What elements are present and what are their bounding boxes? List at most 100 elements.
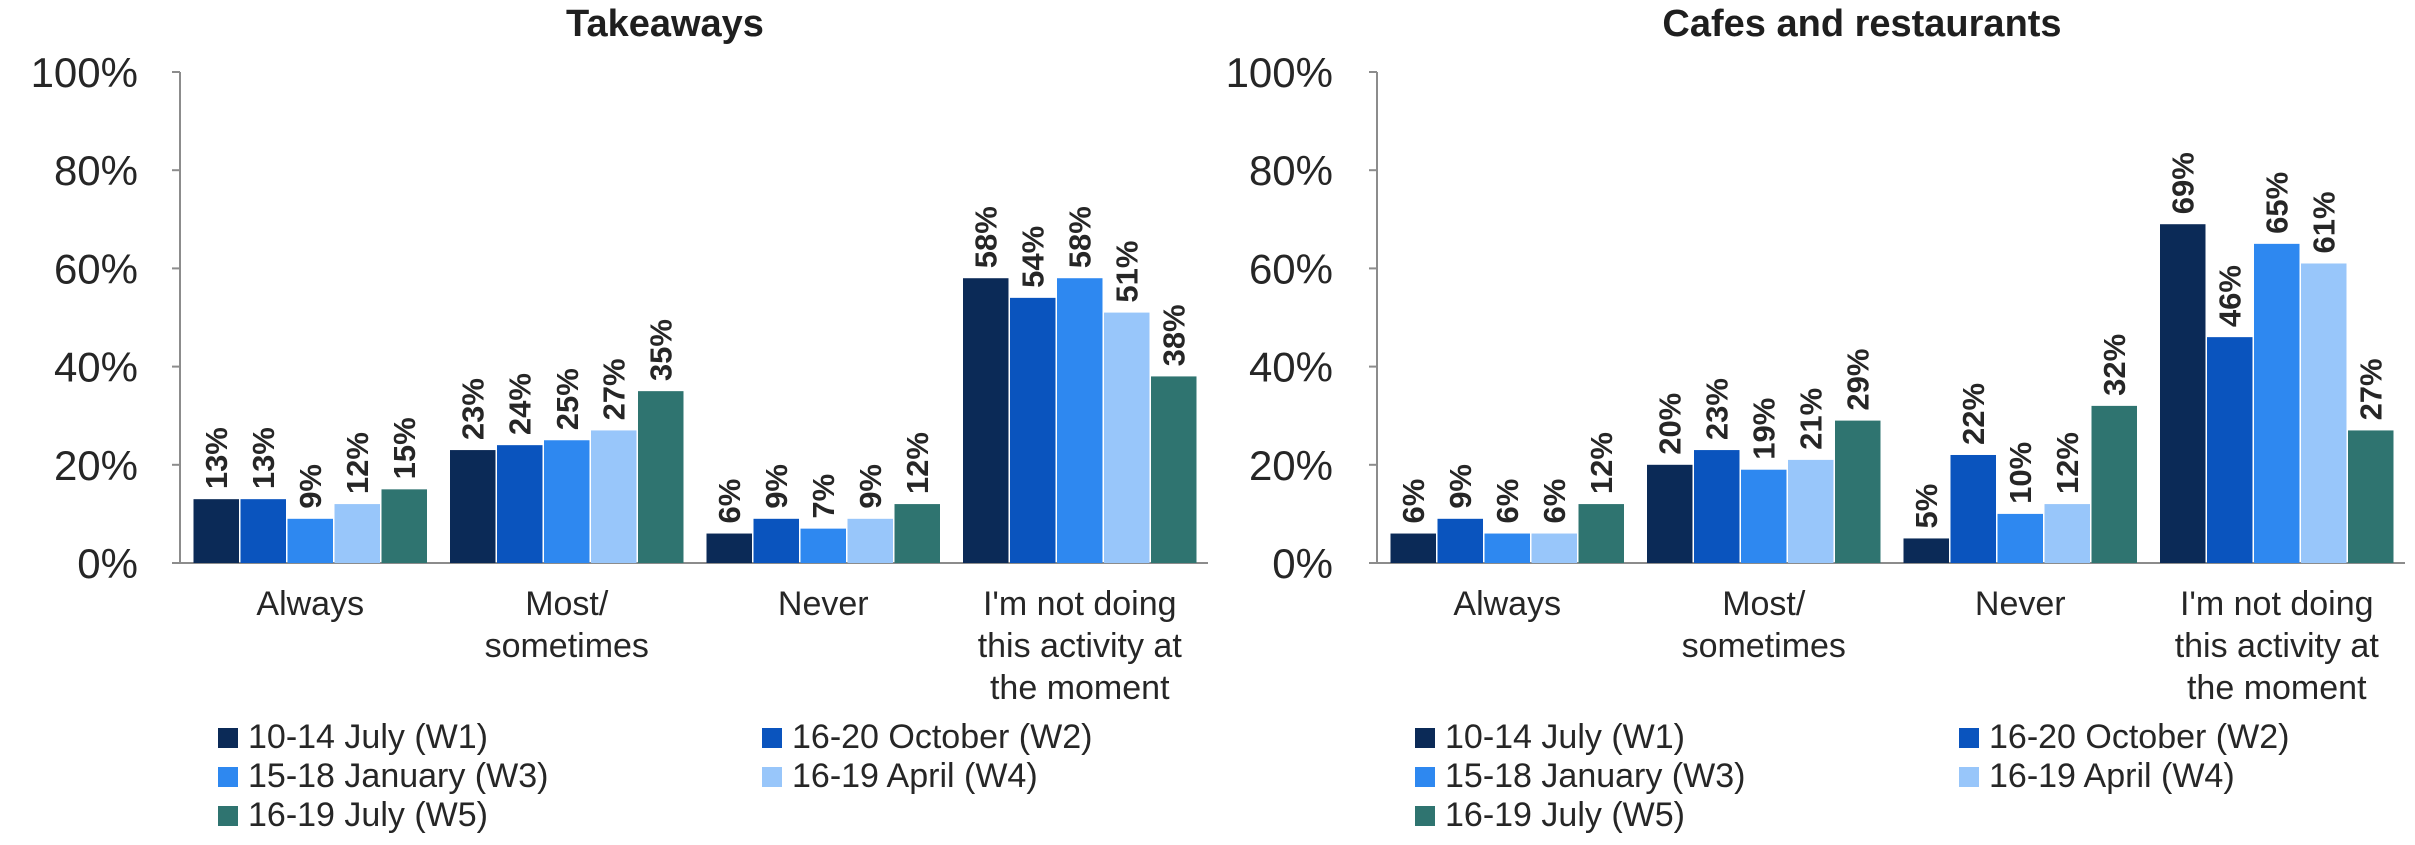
bar — [1741, 469, 1787, 563]
legend-label: 10-14 July (W1) — [1445, 718, 1685, 756]
bar — [381, 489, 427, 563]
data-label: 25% — [550, 368, 585, 430]
legend-label: 16-19 July (W5) — [248, 796, 488, 834]
bar — [497, 445, 543, 563]
legend-swatch — [1415, 806, 1435, 826]
legend-swatch — [762, 728, 782, 748]
data-label: 5% — [1909, 484, 1944, 529]
legend-label: 10-14 July (W1) — [248, 718, 488, 756]
x-category-label: this activity at — [978, 627, 1183, 665]
bar — [1437, 518, 1483, 563]
legend-swatch — [762, 767, 782, 787]
legend-swatch — [1959, 728, 1979, 748]
data-label: 12% — [340, 432, 375, 494]
bar — [544, 440, 590, 563]
bar — [1104, 312, 1150, 563]
data-label: 65% — [2260, 172, 2295, 234]
bar — [800, 528, 846, 563]
y-tick-label: 20% — [54, 442, 138, 489]
bar — [193, 499, 239, 563]
data-label: 35% — [644, 319, 679, 381]
data-label: 20% — [1653, 393, 1688, 455]
chart-panel: Takeaways 0% 20% 40% 60% 80% 100% Always 13% 13% 9… — [31, 3, 1208, 834]
bar — [1484, 533, 1530, 563]
data-label: 23% — [456, 378, 491, 440]
data-label: 22% — [1956, 383, 1991, 445]
bar — [240, 499, 286, 563]
y-tick-label: 0% — [1272, 540, 1333, 587]
x-category-label: the moment — [2187, 669, 2367, 707]
x-category-label: sometimes — [1682, 627, 1846, 665]
bar — [2207, 337, 2253, 563]
y-tick-label: 40% — [1249, 344, 1333, 391]
x-category-label: Always — [1453, 585, 1561, 623]
bar — [2254, 243, 2300, 563]
y-tick-label: 80% — [54, 147, 138, 194]
legend-swatch — [1959, 767, 1979, 787]
bar — [1151, 376, 1197, 563]
bar — [1788, 459, 1834, 563]
bar — [1578, 504, 1624, 563]
data-label: 32% — [2097, 334, 2132, 396]
x-category-label: the moment — [990, 669, 1170, 707]
y-tick-label: 100% — [31, 49, 138, 96]
x-category-label: sometimes — [485, 627, 649, 665]
bar — [963, 278, 1009, 563]
data-label: 23% — [1700, 378, 1735, 440]
bar — [1694, 450, 1740, 563]
bar — [638, 391, 684, 563]
data-label: 58% — [1063, 206, 1098, 268]
data-label: 13% — [246, 427, 281, 489]
y-tick-label: 80% — [1249, 147, 1333, 194]
data-label: 12% — [2050, 432, 2085, 494]
data-label: 38% — [1157, 304, 1192, 366]
data-label: 54% — [1016, 226, 1051, 288]
data-label: 7% — [806, 474, 841, 519]
data-label: 9% — [293, 464, 328, 509]
legend-label: 16-19 July (W5) — [1445, 796, 1685, 834]
legend-swatch — [1415, 728, 1435, 748]
legend-label: 15-18 January (W3) — [248, 757, 548, 795]
legend-label: 15-18 January (W3) — [1445, 757, 1745, 795]
bar — [753, 518, 799, 563]
data-label: 9% — [853, 464, 888, 509]
bar — [2160, 224, 2206, 563]
data-label: 29% — [1841, 349, 1876, 411]
data-label: 61% — [2307, 191, 2342, 253]
data-label: 24% — [503, 373, 538, 435]
legend-swatch — [1415, 767, 1435, 787]
data-label: 9% — [1443, 464, 1478, 509]
data-label: 13% — [199, 427, 234, 489]
legend-label: 16-19 April (W4) — [1989, 757, 2235, 795]
data-label: 58% — [969, 206, 1004, 268]
data-label: 46% — [2213, 265, 2248, 327]
bar — [1835, 420, 1881, 563]
bar — [706, 533, 752, 563]
legend-swatch — [218, 728, 238, 748]
bar — [334, 504, 380, 563]
legend-label: 16-20 October (W2) — [1989, 718, 2289, 756]
bar — [1997, 513, 2043, 563]
data-label: 21% — [1794, 388, 1829, 450]
bar — [2301, 263, 2347, 563]
data-label: 12% — [1584, 432, 1619, 494]
y-tick-label: 60% — [1249, 245, 1333, 292]
bar — [1903, 538, 1949, 563]
legend-label: 16-19 April (W4) — [792, 757, 1038, 795]
y-tick-label: 20% — [1249, 442, 1333, 489]
bar — [847, 518, 893, 563]
data-label: 19% — [1747, 398, 1782, 460]
x-category-label: Most/ — [1722, 585, 1806, 623]
x-category-label: Never — [1975, 585, 2066, 623]
chart-panel: Cafes and restaurants 0% 20% 40% 60% 80% 100% A… — [1226, 3, 2405, 834]
bar — [591, 430, 637, 563]
bar — [1057, 278, 1103, 563]
data-label: 6% — [1396, 479, 1431, 524]
data-label: 10% — [2003, 442, 2038, 504]
bar — [1647, 464, 1693, 563]
bar — [450, 450, 496, 563]
bar — [2091, 405, 2137, 563]
data-label: 69% — [2166, 152, 2201, 214]
data-label: 27% — [2354, 358, 2389, 420]
